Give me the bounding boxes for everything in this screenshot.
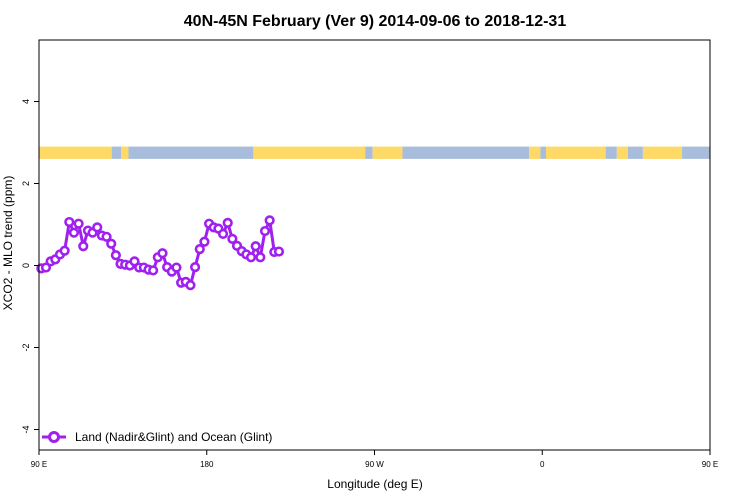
- surface-band-land-10: [545, 146, 606, 159]
- data-point: [255, 252, 266, 263]
- x-axis-label: Longitude (deg E): [327, 477, 422, 491]
- data-point: [101, 231, 112, 242]
- surface-band-ocean-7: [402, 146, 530, 159]
- data-point: [59, 245, 70, 256]
- data-point: [171, 262, 182, 273]
- data-point: [250, 241, 261, 252]
- legend-label: Land (Nadir&Glint) and Ocean (Glint): [75, 430, 272, 444]
- data-point: [64, 216, 75, 228]
- data-point: [264, 215, 275, 226]
- y-tick-label-0: -4: [21, 425, 31, 433]
- surface-band-land-8: [529, 146, 541, 159]
- data-point: [157, 248, 168, 259]
- data-point: [222, 217, 233, 228]
- y-tick-label-2: 0: [21, 263, 31, 268]
- surface-band-land-0: [39, 146, 112, 159]
- plot-frame: [38, 39, 711, 451]
- data-point: [194, 244, 205, 255]
- chart-title: 40N-45N February (Ver 9) 2014-09-06 to 2…: [184, 13, 567, 30]
- data-point: [148, 265, 159, 276]
- surface-band-ocean-9: [540, 146, 546, 159]
- data-point: [259, 225, 271, 237]
- data-point: [106, 238, 117, 249]
- surface-band-land-14: [642, 146, 683, 159]
- surface-band-ocean-11: [605, 146, 617, 159]
- surface-band-ocean-1: [111, 146, 122, 159]
- x-tick-label-0: 90 E: [31, 460, 47, 469]
- x-tick-label-4: 90 E: [702, 460, 718, 469]
- y-axis-label: XCO2 - MLO trend (ppm): [1, 176, 15, 311]
- x-tick-label-1: 180: [200, 460, 214, 469]
- legend: Land (Nadir&Glint) and Ocean (Glint): [42, 430, 272, 444]
- data-point: [185, 280, 196, 291]
- surface-band-ocean-5: [365, 146, 373, 159]
- data-point: [199, 236, 210, 247]
- surface-band-ocean-13: [627, 146, 643, 159]
- data-point: [78, 241, 89, 252]
- surface-band-ocean-15: [682, 146, 710, 159]
- data-point: [245, 252, 257, 263]
- series-marker-group: [36, 215, 285, 291]
- y-tick-label-4: 4: [21, 99, 31, 104]
- x-tick-label-2: 90 W: [365, 460, 384, 469]
- surface-band-land-6: [372, 146, 403, 159]
- y-tick-label-1: -2: [21, 343, 31, 351]
- data-point: [73, 218, 84, 229]
- x-axis: 90 E 180 90 W 0 90 E: [31, 450, 718, 469]
- data-point: [110, 250, 121, 261]
- y-tick-label-3: 2: [21, 181, 31, 186]
- data-point: [92, 222, 103, 233]
- legend-marker-swatch: [48, 431, 60, 443]
- data-point: [68, 227, 80, 238]
- surface-band-ocean-3: [128, 146, 254, 159]
- surface-band-land-2: [121, 146, 129, 159]
- surface-type-band: [39, 146, 710, 159]
- data-point: [190, 262, 201, 273]
- data-point: [273, 246, 285, 257]
- y-axis: -4 -2 0 2 4: [21, 99, 39, 434]
- data-point: [227, 233, 238, 244]
- surface-band-land-4: [253, 146, 366, 159]
- x-tick-label-3: 0: [540, 460, 545, 469]
- surface-band-land-12: [616, 146, 628, 159]
- data-point: [217, 228, 229, 240]
